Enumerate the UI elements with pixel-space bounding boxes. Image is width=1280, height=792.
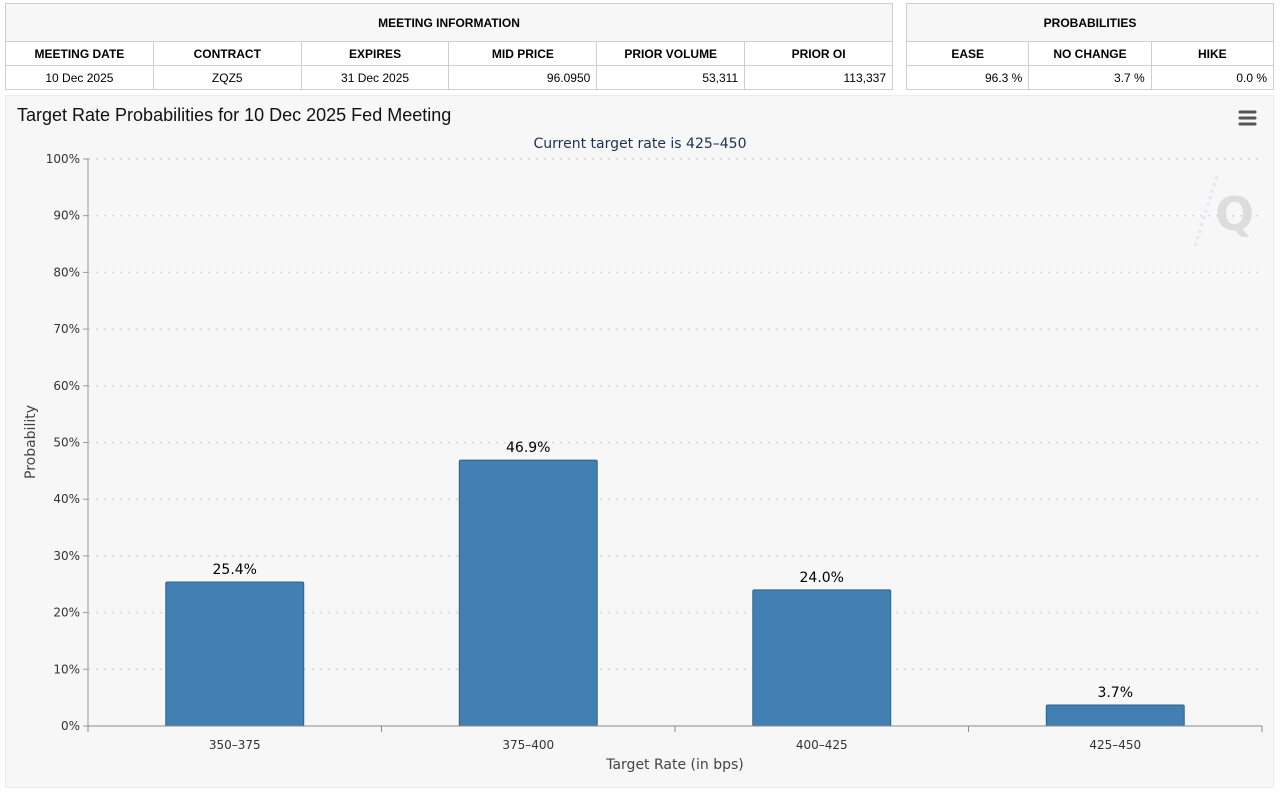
header-contract: CONTRACT [152, 41, 302, 66]
meeting-header-row: MEETING DATE CONTRACT EXPIRES MID PRICE … [5, 41, 893, 66]
x-tick-label: 375–400 [502, 738, 554, 752]
value-ease: 96.3 % [905, 65, 1030, 90]
bar-400–425[interactable] [752, 589, 892, 727]
probabilities-header-row: EASE NO CHANGE HIKE [905, 41, 1275, 66]
y-tick-label: 30% [53, 549, 80, 563]
value-mid-price: 96.0950 [448, 65, 598, 90]
y-tick-label: 10% [53, 662, 80, 676]
y-tick-label: 70% [53, 322, 80, 336]
header-expires: EXPIRES [300, 41, 450, 66]
value-meeting-date: 10 Dec 2025 [5, 65, 154, 90]
value-prior-oi: 113,337 [744, 65, 893, 90]
watermark-logo: Q [1193, 175, 1254, 247]
y-tick-label: 100% [46, 152, 80, 166]
probabilities-value-row: 96.3 % 3.7 % 0.0 % [905, 65, 1275, 90]
probabilities-caption: PROBABILITIES [906, 3, 1274, 42]
y-axis-ticks: 0% 10% 20% 30% 40% 50% 60% 70% 80% 90% 100% [46, 152, 88, 733]
header-meeting-date: MEETING DATE [5, 41, 154, 66]
meeting-information-table: MEETING INFORMATION MEETING DATE CONTRAC… [5, 3, 893, 90]
probabilities-table: PROBABILITIES EASE NO CHANGE HIKE 96.3 %… [905, 3, 1275, 90]
x-axis-ticks: 350–375 375–400 400–425 425–450 [87, 726, 1263, 752]
value-prior-volume: 53,311 [596, 65, 746, 90]
data-label: 25.4% [213, 562, 257, 578]
y-tick-label: 90% [53, 209, 80, 223]
bar-425–450[interactable] [1045, 704, 1185, 727]
header-prior-oi: PRIOR OI [744, 41, 893, 66]
header-mid-price: MID PRICE [448, 41, 598, 66]
y-tick-label: 80% [53, 265, 80, 279]
watermark-letter: Q [1215, 187, 1254, 241]
y-tick-label: 40% [53, 492, 80, 506]
meeting-value-row: 10 Dec 2025 ZQZ5 31 Dec 2025 96.0950 53,… [5, 65, 893, 90]
chart-title: Target Rate Probabilities for 10 Dec 202… [17, 105, 451, 125]
x-tick-label: 400–425 [796, 738, 848, 752]
x-axis-title: Target Rate (in bps) [605, 757, 744, 773]
header-hike: HIKE [1150, 41, 1275, 66]
meeting-information-caption: MEETING INFORMATION [5, 3, 893, 42]
header-prior-volume: PRIOR VOLUME [596, 41, 746, 66]
chart-panel: Target Rate Probabilities for 10 Dec 202… [5, 95, 1274, 788]
y-tick-label: 0% [61, 719, 80, 733]
value-contract: ZQZ5 [152, 65, 302, 90]
value-hike: 0.0 % [1150, 65, 1275, 90]
bar-375–400[interactable] [458, 459, 598, 727]
y-tick-label: 50% [53, 436, 80, 450]
bars: 25.4% 46.9% 24.0% 3.7% [165, 440, 1185, 727]
data-label: 46.9% [506, 440, 550, 456]
header-ease: EASE [905, 41, 1030, 66]
hamburger-menu-icon[interactable] [1234, 106, 1260, 128]
y-tick-label: 60% [53, 379, 80, 393]
header-no-change: NO CHANGE [1028, 41, 1152, 66]
y-axis-title: Probability [23, 405, 39, 479]
chart-subtitle: Current target rate is 425–450 [533, 136, 746, 152]
data-label: 3.7% [1097, 685, 1133, 701]
data-label: 24.0% [800, 570, 844, 586]
x-tick-label: 350–375 [209, 738, 261, 752]
x-tick-label: 425–450 [1089, 738, 1141, 752]
y-tick-label: 20% [53, 606, 80, 620]
value-expires: 31 Dec 2025 [300, 65, 450, 90]
target-rate-chart: Target Rate Probabilities for 10 Dec 202… [17, 105, 1263, 773]
bar-350–375[interactable] [165, 581, 305, 727]
value-no-change: 3.7 % [1028, 65, 1152, 90]
